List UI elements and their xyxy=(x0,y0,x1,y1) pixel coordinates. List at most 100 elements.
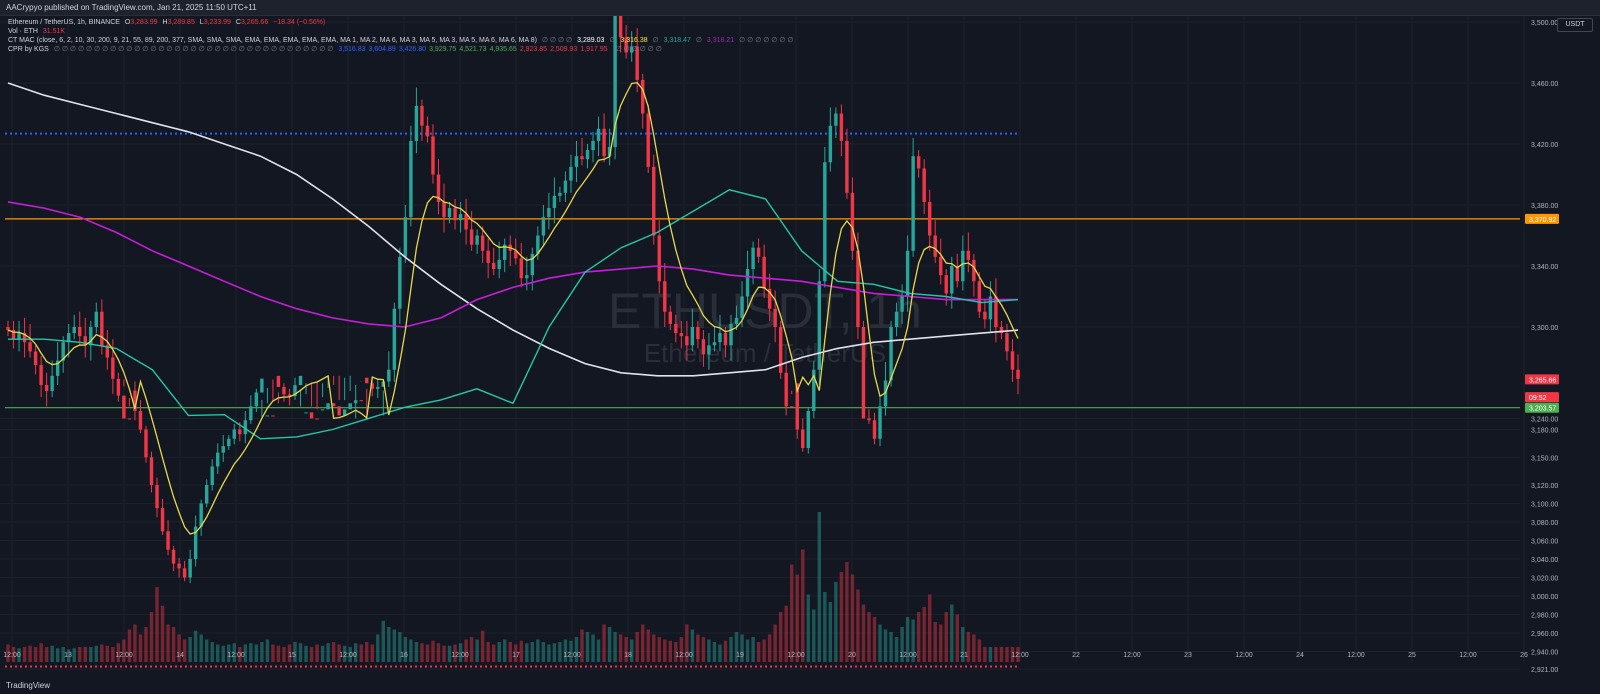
candle-body[interactable] xyxy=(387,369,391,382)
candle-body[interactable] xyxy=(585,150,590,160)
candle-body[interactable] xyxy=(420,105,424,126)
candle-body[interactable] xyxy=(580,156,584,160)
candle-body[interactable] xyxy=(663,281,667,312)
candle-body[interactable] xyxy=(381,381,386,387)
candle-body[interactable] xyxy=(646,113,650,167)
candle-body[interactable] xyxy=(618,16,623,38)
candle-body[interactable] xyxy=(795,383,799,430)
candle-body[interactable] xyxy=(298,375,303,386)
candle-body[interactable] xyxy=(486,250,490,263)
candle-body[interactable] xyxy=(491,262,496,270)
candle-body[interactable] xyxy=(894,311,899,327)
candle-body[interactable] xyxy=(480,235,485,251)
candle-body[interactable] xyxy=(122,395,126,419)
candle-body[interactable] xyxy=(398,256,402,309)
candle-body[interactable] xyxy=(966,250,971,260)
candle-body[interactable] xyxy=(629,46,634,53)
candle-body[interactable] xyxy=(133,390,137,411)
candle-body[interactable] xyxy=(238,429,242,435)
price-axis[interactable]: 3,700.003,660.003,620.003,580.003,540.00… xyxy=(1525,16,1559,674)
candle-body[interactable] xyxy=(905,250,910,297)
candle-body[interactable] xyxy=(828,125,833,163)
candle-body[interactable] xyxy=(66,333,71,343)
candle-body[interactable] xyxy=(707,345,711,355)
candle-body[interactable] xyxy=(33,351,38,366)
candle-body[interactable] xyxy=(933,235,937,257)
candle-body[interactable] xyxy=(442,201,446,218)
candle-body[interactable] xyxy=(138,411,143,430)
candle-body[interactable] xyxy=(55,360,60,376)
candle-body[interactable] xyxy=(309,412,314,419)
candle-body[interactable] xyxy=(850,192,855,251)
candle-body[interactable] xyxy=(856,250,860,327)
candle-body[interactable] xyxy=(271,415,275,417)
candle-body[interactable] xyxy=(503,244,507,260)
candle-body[interactable] xyxy=(602,128,606,157)
candle-body[interactable] xyxy=(144,429,148,458)
candle-body[interactable] xyxy=(6,327,10,331)
candle-body[interactable] xyxy=(911,156,915,251)
candle-body[interactable] xyxy=(204,485,209,504)
candle-body[interactable] xyxy=(409,140,413,218)
candle-body[interactable] xyxy=(171,549,176,564)
cpr-legend[interactable]: CPR by KGS ∅ ∅ ∅ ∅ ∅ ∅ ∅ ∅ ∅ ∅ ∅ ∅ ∅ ∅ ∅… xyxy=(8,45,665,54)
candle-body[interactable] xyxy=(94,311,99,327)
candle-body[interactable] xyxy=(331,403,336,407)
candle-body[interactable] xyxy=(961,250,965,282)
candle-body[interactable] xyxy=(674,323,678,334)
candle-body[interactable] xyxy=(105,345,110,358)
candle-body[interactable] xyxy=(690,327,695,346)
candle-body[interactable] xyxy=(767,288,772,309)
candle-body[interactable] xyxy=(900,296,904,312)
symbol-legend[interactable]: Ethereum / TetherUS, 1h, BINANCE O3,283.… xyxy=(8,18,328,27)
price-chart[interactable]: ETHUSDT, 1h Ethereum / TetherUS 3,700.00… xyxy=(0,16,1600,678)
candle-body[interactable] xyxy=(955,266,960,282)
candle-body[interactable] xyxy=(149,457,154,485)
candle-body[interactable] xyxy=(227,438,231,447)
candle-body[interactable] xyxy=(834,113,838,126)
candle-body[interactable] xyxy=(265,415,270,417)
candle-body[interactable] xyxy=(17,333,21,340)
candle-body[interactable] xyxy=(249,406,253,421)
candle-body[interactable] xyxy=(475,235,479,245)
candle-body[interactable] xyxy=(199,503,203,527)
candle-body[interactable] xyxy=(685,336,689,346)
candle-body[interactable] xyxy=(519,258,523,279)
candle-body[interactable] xyxy=(983,311,987,320)
candle-body[interactable] xyxy=(944,275,948,294)
tradingview-logo[interactable]: TradingView xyxy=(6,681,51,690)
candle-body[interactable] xyxy=(696,327,700,340)
candle-body[interactable] xyxy=(403,217,408,257)
candle-body[interactable] xyxy=(541,217,546,236)
candle-body[interactable] xyxy=(188,559,192,578)
candle-body[interactable] xyxy=(22,333,27,343)
candle-body[interactable] xyxy=(365,377,369,384)
candle-body[interactable] xyxy=(536,235,540,254)
candle-body[interactable] xyxy=(61,342,65,361)
candle-body[interactable] xyxy=(999,327,1004,334)
candle-body[interactable] xyxy=(359,400,363,402)
candle-body[interactable] xyxy=(155,485,159,509)
candle-body[interactable] xyxy=(320,409,325,411)
candle-body[interactable] xyxy=(453,208,457,221)
candle-body[interactable] xyxy=(734,317,739,324)
candle-body[interactable] xyxy=(293,385,297,397)
candle-body[interactable] xyxy=(1005,333,1009,352)
candle-body[interactable] xyxy=(182,568,187,578)
candle-body[interactable] xyxy=(11,330,16,340)
candle-body[interactable] xyxy=(657,235,661,282)
candle-body[interactable] xyxy=(712,342,717,346)
candle-body[interactable] xyxy=(44,384,49,392)
candle-body[interactable] xyxy=(1016,369,1020,379)
candle-body[interactable] xyxy=(72,327,76,334)
candle-body[interactable] xyxy=(790,406,794,408)
candle-body[interactable] xyxy=(83,336,87,346)
candle-body[interactable] xyxy=(839,113,844,141)
candle-body[interactable] xyxy=(922,168,926,202)
candle-body[interactable] xyxy=(806,411,810,448)
candle-body[interactable] xyxy=(326,403,330,410)
candle-body[interactable] xyxy=(458,214,463,221)
candle-body[interactable] xyxy=(640,79,645,114)
candle-body[interactable] xyxy=(718,333,722,343)
candle-body[interactable] xyxy=(221,446,225,453)
